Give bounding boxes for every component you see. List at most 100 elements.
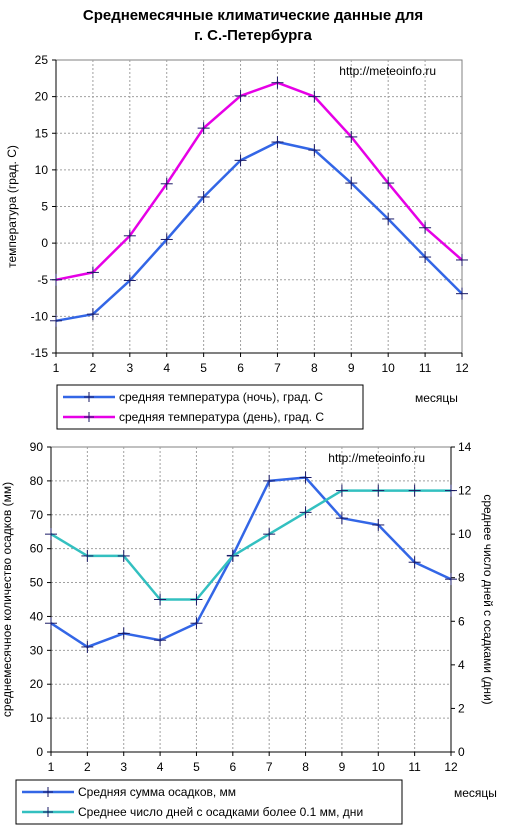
data-point <box>308 144 321 157</box>
y-tick-label: 20 <box>30 677 44 691</box>
y-tick-label: 10 <box>30 711 44 725</box>
data-point <box>456 287 468 300</box>
x-tick-label: 9 <box>339 760 346 774</box>
x-tick-label: 10 <box>382 361 396 375</box>
series-line-2 <box>50 489 451 601</box>
x-tick-label: 2 <box>84 760 91 774</box>
data-point <box>408 484 421 497</box>
data-point <box>408 556 421 569</box>
data-point <box>271 136 284 149</box>
plot-area <box>55 59 463 354</box>
data-point <box>308 90 321 103</box>
data-point <box>456 253 468 266</box>
y-axis-label: среднемесячное количество осадков (мм) <box>0 482 14 717</box>
y-tick-label: 60 <box>30 542 44 556</box>
page-title: Среднемесячные климатические данные для … <box>0 6 506 46</box>
x-tick-label: 1 <box>48 760 55 774</box>
x-tick-label: 1 <box>53 361 60 375</box>
data-point <box>160 233 173 246</box>
data-point <box>234 154 247 167</box>
y-tick-label: 90 <box>30 440 44 454</box>
y-tick-label: 40 <box>30 609 44 623</box>
legend-label: Среднее число дней с осадками более 0.1 … <box>78 805 363 819</box>
y-tick-label: 25 <box>35 53 49 67</box>
series-line-1 <box>50 476 452 649</box>
x-tick-label: 12 <box>444 760 458 774</box>
x-tick-label: 12 <box>455 361 469 375</box>
y2-tick-label: 2 <box>458 701 465 715</box>
y2-tick-label: 12 <box>458 484 472 498</box>
data-point <box>299 506 312 519</box>
x-tick-label: 11 <box>419 361 432 375</box>
x-tick-label: 2 <box>90 361 97 375</box>
plot-area <box>50 446 452 753</box>
data-point <box>271 76 284 89</box>
data-point <box>382 212 395 225</box>
y-tick-label: 0 <box>36 745 43 759</box>
data-point <box>335 484 348 497</box>
y-tick-label: -15 <box>31 346 49 360</box>
data-point <box>160 177 173 190</box>
x-tick-label: 7 <box>274 361 281 375</box>
legend-box <box>56 384 364 430</box>
data-point <box>372 518 385 531</box>
data-point <box>299 471 312 484</box>
source-watermark: http://meteoinfo.ru <box>339 64 436 78</box>
data-point <box>419 221 432 234</box>
data-point <box>50 273 62 286</box>
data-point <box>445 573 457 586</box>
data-point <box>263 528 276 541</box>
data-point <box>81 549 94 562</box>
data-point <box>445 484 457 497</box>
data-point <box>419 251 432 264</box>
legend-label: средняя температура (ночь), град. С <box>119 390 323 404</box>
data-point <box>154 634 167 647</box>
data-point <box>382 177 395 190</box>
y-tick-label: 20 <box>35 90 49 104</box>
data-point <box>86 308 99 321</box>
legend-box <box>15 779 403 825</box>
legend-label: Средняя сумма осадков, мм <box>78 785 236 799</box>
data-point <box>226 549 239 562</box>
x-tick-label: 11 <box>408 760 421 774</box>
y-tick-label: -5 <box>37 273 48 287</box>
x-tick-label: 8 <box>302 760 309 774</box>
y-tick-label: 50 <box>30 576 44 590</box>
y-tick-label: 10 <box>35 163 49 177</box>
data-point <box>86 266 99 279</box>
data-point <box>335 512 348 525</box>
data-point <box>123 274 136 287</box>
x-tick-label: 5 <box>193 760 200 774</box>
x-tick-label: 10 <box>372 760 386 774</box>
y2-tick-label: 4 <box>458 658 465 672</box>
data-point <box>234 89 247 102</box>
data-point <box>117 627 130 640</box>
data-point <box>197 122 210 135</box>
y-axis-label: температура (град. С) <box>5 145 19 268</box>
data-point <box>117 549 130 562</box>
x-axis-label: месяцы <box>415 391 458 405</box>
y-tick-label: 30 <box>30 643 44 657</box>
title-line-2: г. С.-Петербурга <box>194 27 312 44</box>
title-line-1: Среднемесячные климатические данные для <box>82 7 424 24</box>
data-point <box>45 617 57 630</box>
x-tick-label: 7 <box>266 760 273 774</box>
y-tick-label: 70 <box>30 508 44 522</box>
legend: средняя температура (ночь), град. С средн… <box>56 384 364 430</box>
series-line-1 <box>55 140 463 323</box>
x-tick-label: 8 <box>311 361 318 375</box>
x-axis-label: месяцы <box>454 786 497 800</box>
source-watermark: http://meteoinfo.ru <box>328 451 425 465</box>
y2-tick-label: 14 <box>458 440 472 454</box>
y-tick-label: 5 <box>41 200 48 214</box>
data-point <box>345 130 358 143</box>
legend: Средняя сумма осадков, мм Среднее число д… <box>15 779 403 825</box>
x-tick-label: 4 <box>163 361 170 375</box>
x-tick-label: 9 <box>348 361 355 375</box>
y2-tick-label: 6 <box>458 614 465 628</box>
data-point <box>263 474 276 487</box>
x-tick-label: 3 <box>126 361 133 375</box>
